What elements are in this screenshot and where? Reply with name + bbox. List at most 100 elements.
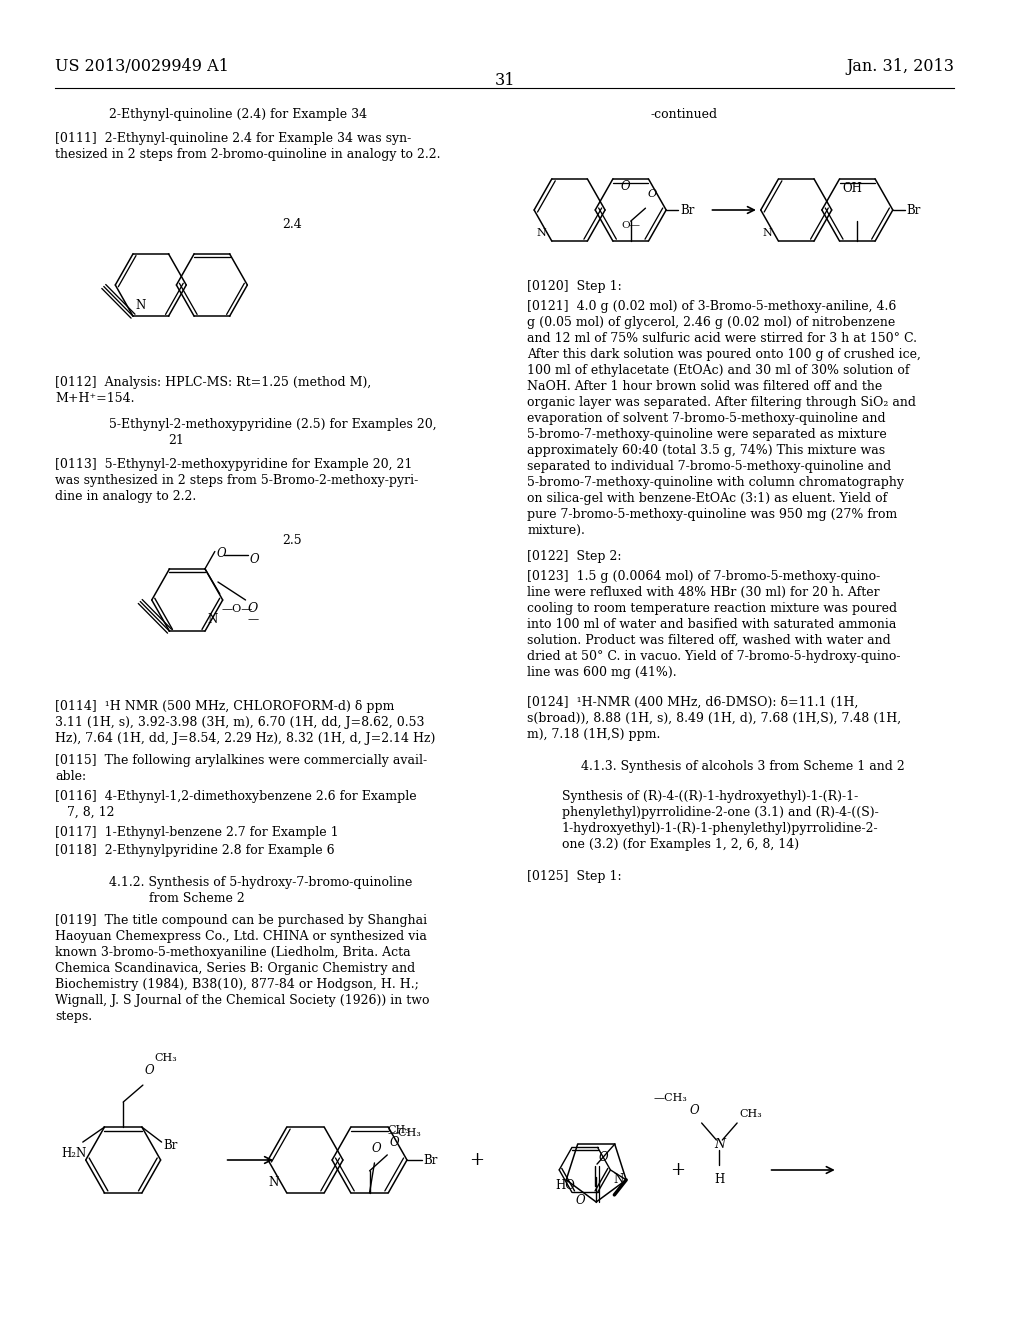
Text: one (3.2) (for Examples 1, 2, 6, 8, 14): one (3.2) (for Examples 1, 2, 6, 8, 14) xyxy=(562,838,799,851)
Text: 2.4: 2.4 xyxy=(282,218,302,231)
Text: 4.1.3. Synthesis of alcohols 3 from Scheme 1 and 2: 4.1.3. Synthesis of alcohols 3 from Sche… xyxy=(582,760,905,774)
Text: organic layer was separated. After filtering through SiO₂ and: organic layer was separated. After filte… xyxy=(527,396,916,409)
Text: O—: O— xyxy=(622,222,641,230)
Text: [0117]  1-Ethynyl-benzene 2.7 for Example 1: [0117] 1-Ethynyl-benzene 2.7 for Example… xyxy=(55,826,339,840)
Text: After this dark solution was poured onto 100 g of crushed ice,: After this dark solution was poured onto… xyxy=(527,348,922,360)
Text: —CH₃: —CH₃ xyxy=(654,1093,688,1104)
Text: Jan. 31, 2013: Jan. 31, 2013 xyxy=(846,58,954,75)
Text: —CH₃: —CH₃ xyxy=(387,1127,421,1138)
Text: m), 7.18 (1H,S) ppm.: m), 7.18 (1H,S) ppm. xyxy=(527,729,660,741)
Text: H₂N: H₂N xyxy=(61,1147,86,1160)
Text: 5-bromo-7-methoxy-quinoline were separated as mixture: 5-bromo-7-methoxy-quinoline were separat… xyxy=(527,428,887,441)
Text: [0114]  ¹H NMR (500 MHz, CHLOROFORM-d) δ ppm: [0114] ¹H NMR (500 MHz, CHLOROFORM-d) δ … xyxy=(55,700,394,713)
Text: 3.11 (1H, s), 3.92-3.98 (3H, m), 6.70 (1H, dd, J=8.62, 0.53: 3.11 (1H, s), 3.92-3.98 (3H, m), 6.70 (1… xyxy=(55,715,425,729)
Text: CH₃: CH₃ xyxy=(155,1053,177,1063)
Text: Br: Br xyxy=(906,203,921,216)
Text: evaporation of solvent 7-bromo-5-methoxy-quinoline and: evaporation of solvent 7-bromo-5-methoxy… xyxy=(527,412,886,425)
Text: O: O xyxy=(248,602,258,615)
Text: line was 600 mg (41%).: line was 600 mg (41%). xyxy=(527,667,677,678)
Text: [0125]  Step 1:: [0125] Step 1: xyxy=(527,870,622,883)
Text: H: H xyxy=(715,1173,725,1185)
Text: [0121]  4.0 g (0.02 mol) of 3-Bromo-5-methoxy-aniline, 4.6: [0121] 4.0 g (0.02 mol) of 3-Bromo-5-met… xyxy=(527,300,897,313)
Text: dried at 50° C. in vacuo. Yield of 7-bromo-5-hydroxy-quino-: dried at 50° C. in vacuo. Yield of 7-bro… xyxy=(527,649,901,663)
Text: able:: able: xyxy=(55,770,86,783)
Text: Br: Br xyxy=(164,1139,178,1152)
Text: O: O xyxy=(372,1142,381,1155)
Text: N: N xyxy=(763,228,772,238)
Text: pure 7-bromo-5-methoxy-quinoline was 950 mg (27% from: pure 7-bromo-5-methoxy-quinoline was 950… xyxy=(527,508,897,521)
Text: [0124]  ¹H-NMR (400 MHz, d6-DMSO): δ=11.1 (1H,: [0124] ¹H-NMR (400 MHz, d6-DMSO): δ=11.1… xyxy=(527,696,858,709)
Text: N: N xyxy=(537,228,546,238)
Text: 2-Ethynyl-quinoline (2.4) for Example 34: 2-Ethynyl-quinoline (2.4) for Example 34 xyxy=(110,108,368,121)
Text: O: O xyxy=(575,1195,585,1206)
Text: O: O xyxy=(598,1151,608,1164)
Text: N: N xyxy=(268,1176,279,1189)
Text: Biochemistry (1984), B38(10), 877-84 or Hodgson, H. H.;: Biochemistry (1984), B38(10), 877-84 or … xyxy=(55,978,419,991)
Text: HO: HO xyxy=(556,1179,575,1192)
Text: cooling to room temperature reaction mixture was poured: cooling to room temperature reaction mix… xyxy=(527,602,897,615)
Text: solution. Product was filtered off, washed with water and: solution. Product was filtered off, wash… xyxy=(527,634,891,647)
Text: [0111]  2-Ethynyl-quinoline 2.4 for Example 34 was syn-: [0111] 2-Ethynyl-quinoline 2.4 for Examp… xyxy=(55,132,412,145)
Text: O: O xyxy=(647,189,656,199)
Text: and 12 ml of 75% sulfuric acid were stirred for 3 h at 150° C.: and 12 ml of 75% sulfuric acid were stir… xyxy=(527,333,918,345)
Text: N: N xyxy=(714,1138,725,1151)
Text: US 2013/0029949 A1: US 2013/0029949 A1 xyxy=(55,58,229,75)
Text: Br: Br xyxy=(680,203,694,216)
Text: O: O xyxy=(690,1104,699,1117)
Text: CH₃: CH₃ xyxy=(387,1125,410,1135)
Text: 2.5: 2.5 xyxy=(282,535,301,546)
Text: mixture).: mixture). xyxy=(527,524,585,537)
Text: into 100 ml of water and basified with saturated ammonia: into 100 ml of water and basified with s… xyxy=(527,618,897,631)
Text: [0119]  The title compound can be purchased by Shanghai: [0119] The title compound can be purchas… xyxy=(55,913,427,927)
Text: [0113]  5-Ethynyl-2-methoxypyridine for Example 20, 21: [0113] 5-Ethynyl-2-methoxypyridine for E… xyxy=(55,458,413,471)
Text: from Scheme 2: from Scheme 2 xyxy=(148,892,245,906)
Text: line were refluxed with 48% HBr (30 ml) for 20 h. After: line were refluxed with 48% HBr (30 ml) … xyxy=(527,586,880,599)
Text: 5-Ethynyl-2-methoxypyridine (2.5) for Examples 20,: 5-Ethynyl-2-methoxypyridine (2.5) for Ex… xyxy=(110,418,437,432)
Text: —: — xyxy=(248,614,259,624)
Text: [0112]  Analysis: HPLC-MS: Rt=1.25 (method M),: [0112] Analysis: HPLC-MS: Rt=1.25 (metho… xyxy=(55,376,372,389)
Text: separated to individual 7-bromo-5-methoxy-quinoline and: separated to individual 7-bromo-5-methox… xyxy=(527,459,892,473)
Text: +: + xyxy=(670,1162,685,1179)
Text: O: O xyxy=(621,180,631,193)
Text: [0116]  4-Ethynyl-1,2-dimethoxybenzene 2.6 for Example: [0116] 4-Ethynyl-1,2-dimethoxybenzene 2.… xyxy=(55,789,417,803)
Text: phenylethyl)pyrrolidine-2-one (3.1) and (R)-4-((S)-: phenylethyl)pyrrolidine-2-one (3.1) and … xyxy=(562,807,879,818)
Text: 1-hydroxyethyl)-1-(R)-1-phenylethyl)pyrrolidine-2-: 1-hydroxyethyl)-1-(R)-1-phenylethyl)pyrr… xyxy=(562,822,879,836)
Text: CH₃: CH₃ xyxy=(739,1109,762,1119)
Text: was synthesized in 2 steps from 5-Bromo-2-methoxy-pyri-: was synthesized in 2 steps from 5-Bromo-… xyxy=(55,474,419,487)
Text: Synthesis of (R)-4-((R)-1-hydroxyethyl)-1-(R)-1-: Synthesis of (R)-4-((R)-1-hydroxyethyl)-… xyxy=(562,789,858,803)
Text: 4.1.2. Synthesis of 5-hydroxy-7-bromo-quinoline: 4.1.2. Synthesis of 5-hydroxy-7-bromo-qu… xyxy=(110,876,413,888)
Text: known 3-bromo-5-methoxyaniline (Liedholm, Brita. Acta: known 3-bromo-5-methoxyaniline (Liedholm… xyxy=(55,946,411,960)
Text: [0122]  Step 2:: [0122] Step 2: xyxy=(527,550,622,564)
Text: Chemica Scandinavica, Series B: Organic Chemistry and: Chemica Scandinavica, Series B: Organic … xyxy=(55,962,416,975)
Text: steps.: steps. xyxy=(55,1010,92,1023)
Text: [0120]  Step 1:: [0120] Step 1: xyxy=(527,280,622,293)
Text: N: N xyxy=(135,300,145,312)
Text: [0118]  2-Ethynylpyridine 2.8 for Example 6: [0118] 2-Ethynylpyridine 2.8 for Example… xyxy=(55,843,335,857)
Text: Wignall, J. S Journal of the Chemical Society (1926)) in two: Wignall, J. S Journal of the Chemical So… xyxy=(55,994,430,1007)
Text: M+H⁺=154.: M+H⁺=154. xyxy=(55,392,135,405)
Text: Br: Br xyxy=(424,1154,438,1167)
Text: NaOH. After 1 hour brown solid was filtered off and the: NaOH. After 1 hour brown solid was filte… xyxy=(527,380,883,393)
Text: +: + xyxy=(469,1151,484,1170)
Text: Hz), 7.64 (1H, dd, J=8.54, 2.29 Hz), 8.32 (1H, d, J=2.14 Hz): Hz), 7.64 (1H, dd, J=8.54, 2.29 Hz), 8.3… xyxy=(55,733,435,744)
Text: thesized in 2 steps from 2-bromo-quinoline in analogy to 2.2.: thesized in 2 steps from 2-bromo-quinoli… xyxy=(55,148,440,161)
Text: -continued: -continued xyxy=(650,108,718,121)
Text: O: O xyxy=(389,1137,399,1148)
Text: OH: OH xyxy=(843,182,862,195)
Text: 7, 8, 12: 7, 8, 12 xyxy=(55,807,115,818)
Text: dine in analogy to 2.2.: dine in analogy to 2.2. xyxy=(55,490,197,503)
Text: g (0.05 mol) of glycerol, 2.46 g (0.02 mol) of nitrobenzene: g (0.05 mol) of glycerol, 2.46 g (0.02 m… xyxy=(527,315,895,329)
Text: s(broad)), 8.88 (1H, s), 8.49 (1H, d), 7.68 (1H,S), 7.48 (1H,: s(broad)), 8.88 (1H, s), 8.49 (1H, d), 7… xyxy=(527,711,901,725)
Text: approximately 60:40 (total 3.5 g, 74%) This mixture was: approximately 60:40 (total 3.5 g, 74%) T… xyxy=(527,444,886,457)
Text: O: O xyxy=(217,546,226,560)
Text: N: N xyxy=(207,614,217,626)
Text: 5-bromo-7-methoxy-quinoline with column chromatography: 5-bromo-7-methoxy-quinoline with column … xyxy=(527,477,904,488)
Text: [0115]  The following arylalkines were commercially avail-: [0115] The following arylalkines were co… xyxy=(55,754,427,767)
Text: O: O xyxy=(249,553,259,566)
Text: 21: 21 xyxy=(169,434,184,447)
Text: N: N xyxy=(613,1173,624,1187)
Text: [0123]  1.5 g (0.0064 mol) of 7-bromo-5-methoxy-quino-: [0123] 1.5 g (0.0064 mol) of 7-bromo-5-m… xyxy=(527,570,881,583)
Text: —O—: —O— xyxy=(222,603,253,614)
Text: O: O xyxy=(144,1064,155,1077)
Text: Haoyuan Chemexpress Co., Ltd. CHINA or synthesized via: Haoyuan Chemexpress Co., Ltd. CHINA or s… xyxy=(55,931,427,942)
